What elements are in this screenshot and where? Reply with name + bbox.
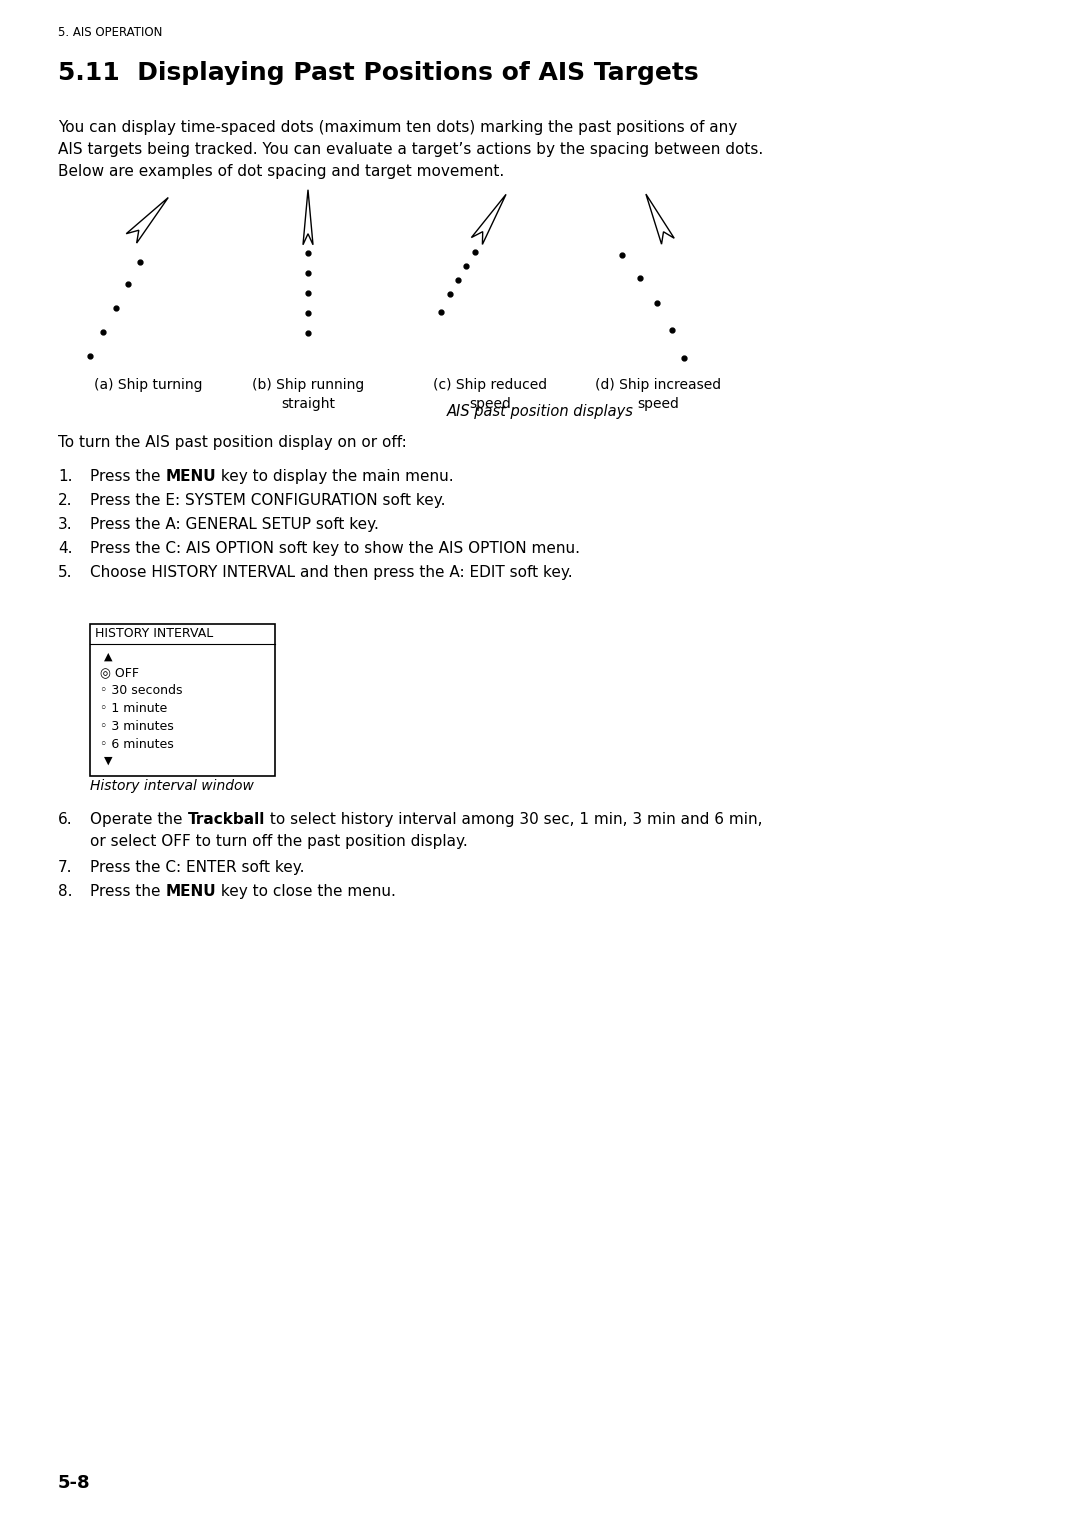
Text: 2.: 2. — [58, 494, 72, 507]
Text: Below are examples of dot spacing and target movement.: Below are examples of dot spacing and ta… — [58, 163, 504, 179]
Text: HISTORY INTERVAL: HISTORY INTERVAL — [95, 626, 213, 640]
Text: (c) Ship reduced
speed: (c) Ship reduced speed — [433, 377, 548, 411]
Text: to select history interval among 30 sec, 1 min, 3 min and 6 min,: to select history interval among 30 sec,… — [265, 811, 762, 827]
Text: key to close the menu.: key to close the menu. — [216, 885, 396, 898]
Text: (a) Ship turning: (a) Ship turning — [94, 377, 202, 393]
Text: AIS past position displays: AIS past position displays — [446, 403, 634, 419]
Text: Choose HISTORY INTERVAL and then press the A: EDIT soft key.: Choose HISTORY INTERVAL and then press t… — [90, 565, 572, 581]
Text: ◦ 1 minute: ◦ 1 minute — [100, 701, 167, 715]
Text: Press the C: AIS OPTION soft key to show the AIS OPTION menu.: Press the C: AIS OPTION soft key to show… — [90, 541, 580, 556]
Text: 4.: 4. — [58, 541, 72, 556]
Text: Operate the: Operate the — [90, 811, 187, 827]
Text: AIS targets being tracked. You can evaluate a target’s actions by the spacing be: AIS targets being tracked. You can evalu… — [58, 142, 764, 157]
Text: History interval window: History interval window — [90, 779, 254, 793]
Text: or select OFF to turn off the past position display.: or select OFF to turn off the past posit… — [90, 834, 468, 850]
Text: MENU: MENU — [165, 469, 216, 484]
Text: ◦ 6 minutes: ◦ 6 minutes — [100, 738, 174, 750]
Text: Press the C: ENTER soft key.: Press the C: ENTER soft key. — [90, 860, 305, 876]
Text: To turn the AIS past position display on or off:: To turn the AIS past position display on… — [58, 435, 407, 451]
Text: 6.: 6. — [58, 811, 72, 827]
Text: Press the: Press the — [90, 469, 165, 484]
Text: ◦ 30 seconds: ◦ 30 seconds — [100, 685, 183, 697]
Text: 5.: 5. — [58, 565, 72, 581]
Text: Press the: Press the — [90, 885, 165, 898]
Text: ◎ OFF: ◎ OFF — [100, 666, 139, 678]
Text: Trackball: Trackball — [187, 811, 265, 827]
Text: ◦ 3 minutes: ◦ 3 minutes — [100, 720, 174, 733]
Text: 1.: 1. — [58, 469, 72, 484]
Text: 8.: 8. — [58, 885, 72, 898]
Text: ▼: ▼ — [104, 756, 112, 766]
Text: MENU: MENU — [165, 885, 216, 898]
Text: Press the A: GENERAL SETUP soft key.: Press the A: GENERAL SETUP soft key. — [90, 516, 379, 532]
Text: Press the E: SYSTEM CONFIGURATION soft key.: Press the E: SYSTEM CONFIGURATION soft k… — [90, 494, 446, 507]
Text: 5.11  Displaying Past Positions of AIS Targets: 5.11 Displaying Past Positions of AIS Ta… — [58, 61, 699, 86]
Text: 3.: 3. — [58, 516, 72, 532]
Text: (d) Ship increased
speed: (d) Ship increased speed — [595, 377, 721, 411]
Text: (b) Ship running
straight: (b) Ship running straight — [252, 377, 364, 411]
Text: key to display the main menu.: key to display the main menu. — [216, 469, 454, 484]
Text: 5-8: 5-8 — [58, 1475, 91, 1491]
Text: 5. AIS OPERATION: 5. AIS OPERATION — [58, 26, 162, 40]
Text: ▲: ▲ — [104, 652, 112, 662]
Text: You can display time-spaced dots (maximum ten dots) marking the past positions o: You can display time-spaced dots (maximu… — [58, 121, 738, 134]
Text: 7.: 7. — [58, 860, 72, 876]
Bar — [90, 623, 275, 776]
